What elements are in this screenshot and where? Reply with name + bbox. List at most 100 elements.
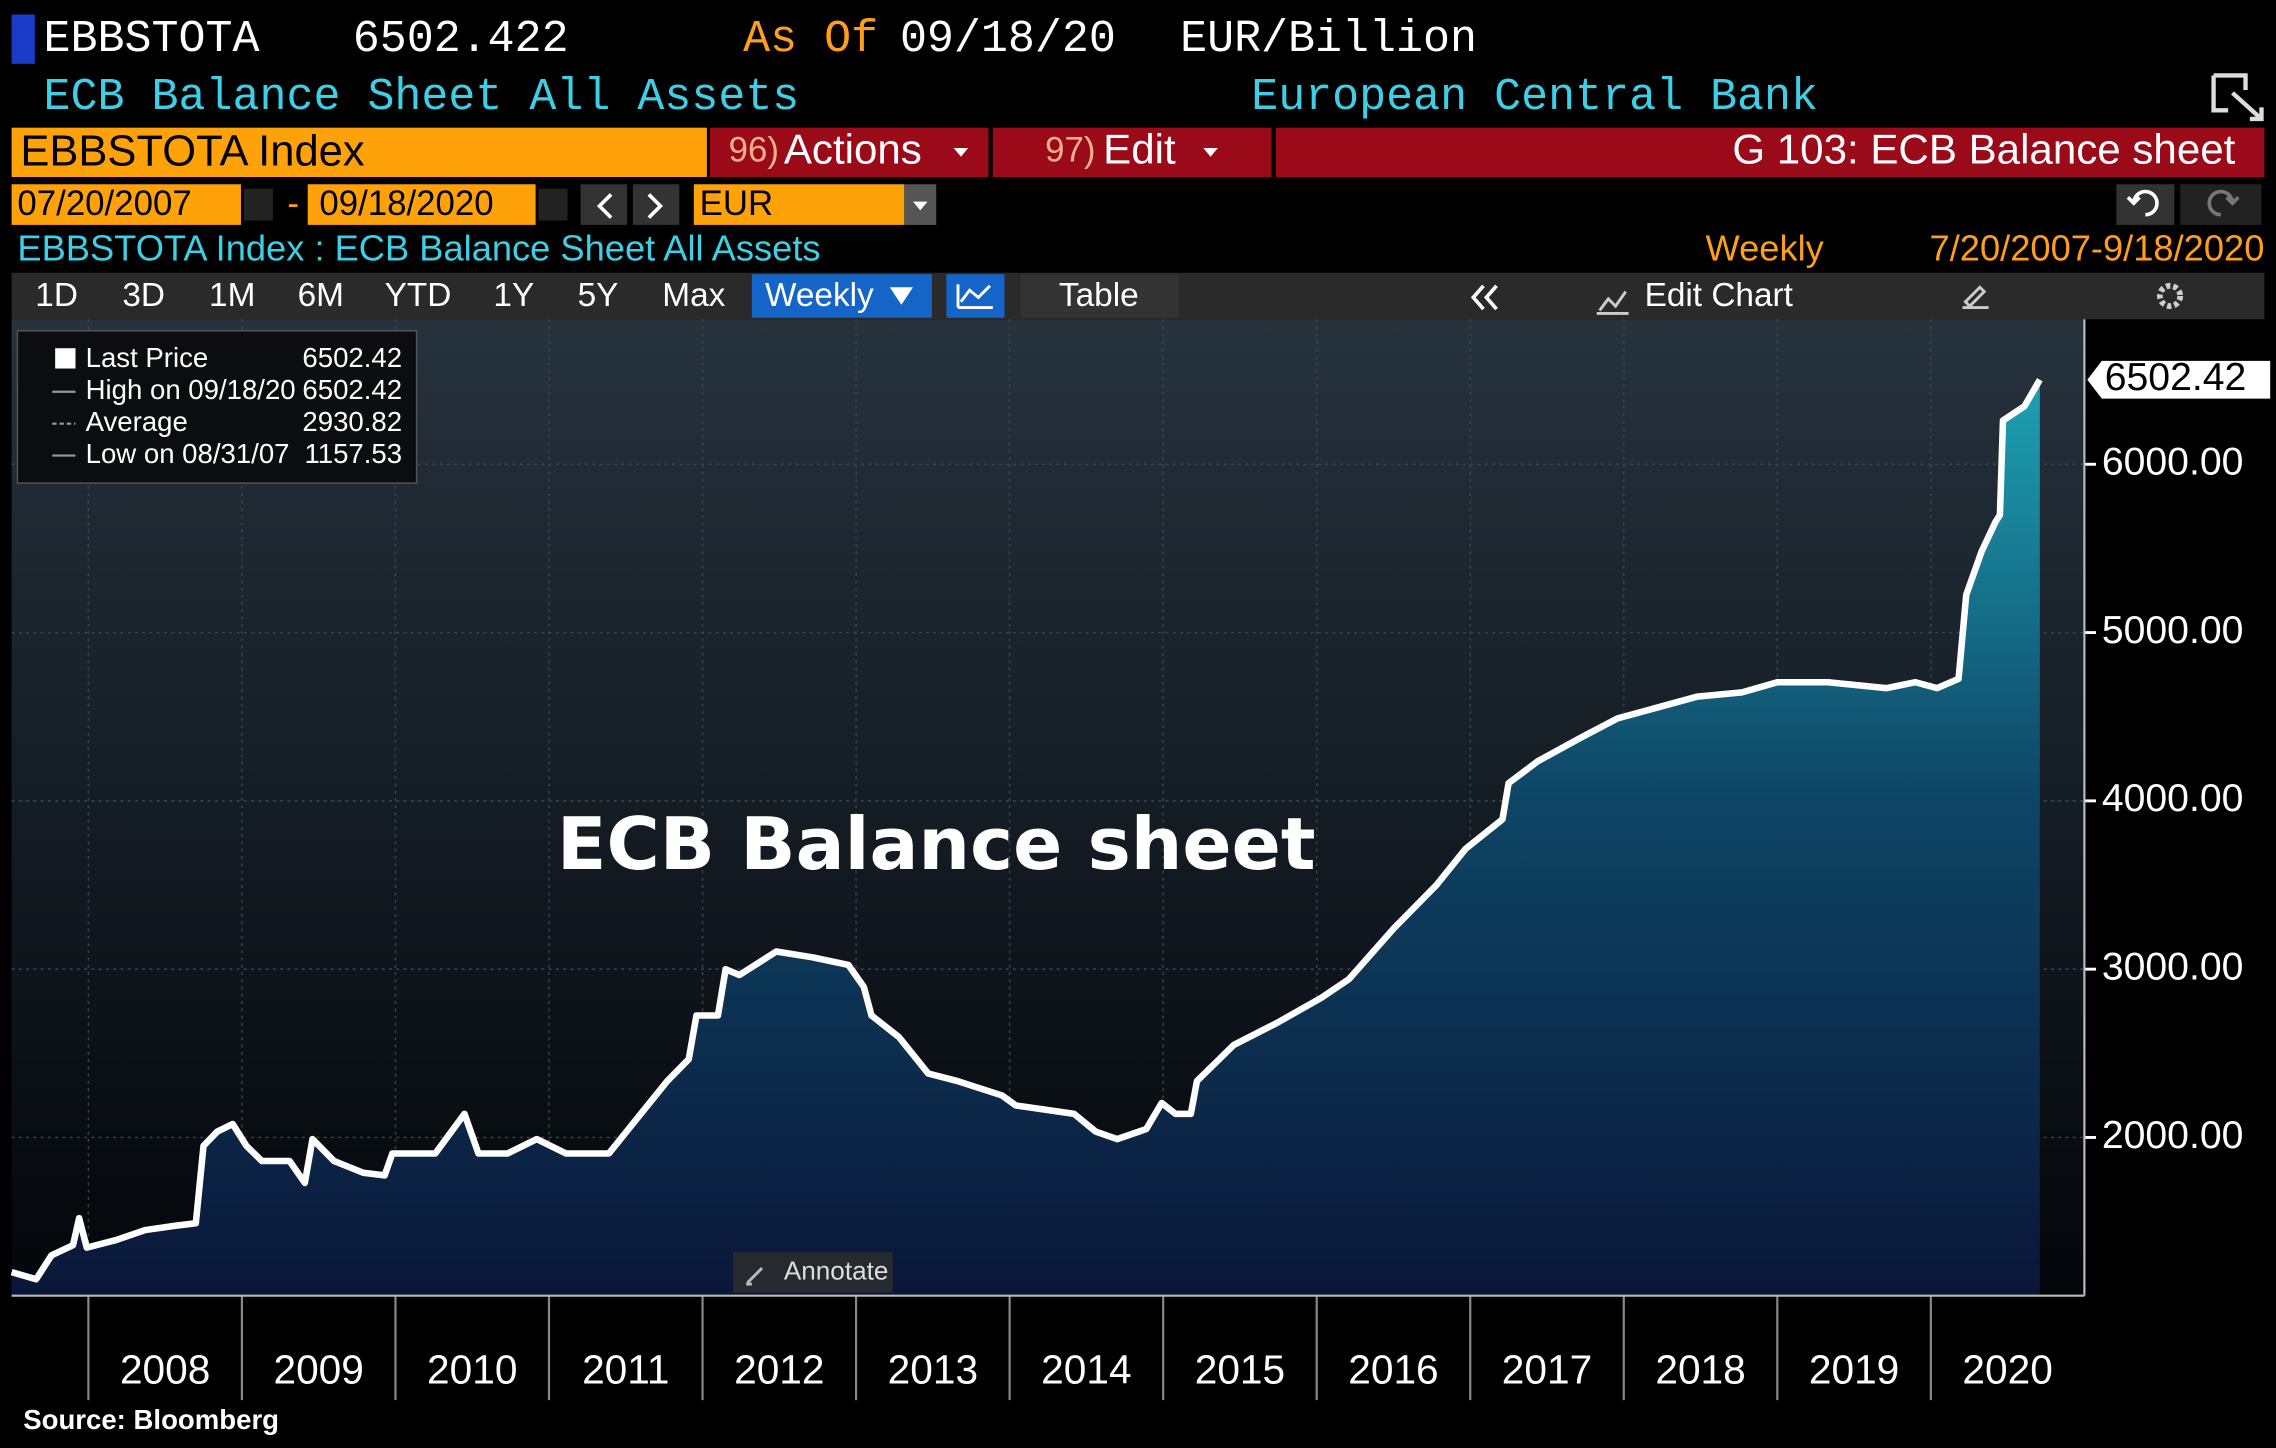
settings-icon[interactable] bbox=[2156, 282, 2184, 310]
chart-type-icon bbox=[956, 284, 993, 310]
currency-field[interactable] bbox=[693, 184, 905, 225]
source: Source: Bloomberg bbox=[23, 1404, 279, 1435]
security-field-text: EBBSTOTA Index bbox=[20, 127, 365, 175]
legend-value: 6502.42 bbox=[302, 374, 402, 405]
frequency-caret bbox=[889, 287, 914, 305]
table-button[interactable] bbox=[1020, 274, 1179, 318]
collapse-icon[interactable] bbox=[1470, 284, 1498, 311]
currency-text: EUR bbox=[700, 184, 774, 223]
period-label[interactable]: Max bbox=[662, 277, 725, 314]
end-cal[interactable] bbox=[538, 188, 568, 221]
period-label[interactable]: 1D bbox=[35, 277, 78, 314]
period-button[interactable] bbox=[374, 275, 462, 317]
edit-chart-label[interactable]: Edit Chart bbox=[1645, 277, 1794, 314]
x-tick-label: 2012 bbox=[734, 1346, 824, 1392]
edit-chart-icon bbox=[1596, 290, 1629, 315]
chart-range: 7/20/2007-9/18/2020 bbox=[1930, 228, 2265, 269]
legend-value: 6502.42 bbox=[302, 342, 402, 373]
legend-label: Last Price bbox=[86, 342, 209, 373]
last-price-label: 6502.42 bbox=[2105, 356, 2247, 399]
period-label[interactable]: YTD bbox=[385, 277, 452, 314]
next-arrow bbox=[647, 193, 664, 219]
dropdown-caret bbox=[1203, 147, 1218, 157]
table-label[interactable]: Table bbox=[1059, 277, 1139, 314]
start-cal[interactable] bbox=[243, 188, 273, 221]
end-date[interactable] bbox=[307, 184, 536, 225]
period-label[interactable]: 1M bbox=[209, 277, 255, 314]
as-of-date: 09/18/20 bbox=[900, 14, 1116, 65]
y-tick-label: 2000.00 bbox=[2102, 1114, 2244, 1157]
annotate-icon[interactable] bbox=[1962, 285, 1989, 310]
period-button[interactable] bbox=[277, 275, 365, 317]
period-label[interactable]: 3D bbox=[122, 277, 165, 314]
period-button[interactable] bbox=[100, 275, 188, 317]
last-price-marker bbox=[2087, 360, 2271, 399]
start-date-text: 07/20/2007 bbox=[17, 184, 191, 223]
x-tick-label: 2018 bbox=[1655, 1346, 1745, 1392]
edit-num: 97) bbox=[1045, 131, 1095, 170]
date-separator: - bbox=[287, 184, 299, 223]
x-tick-label: 2020 bbox=[1962, 1346, 2052, 1392]
line bbox=[10, 378, 2043, 1283]
frequency-label[interactable]: Weekly bbox=[765, 277, 874, 314]
undo-icon bbox=[2126, 189, 2159, 217]
legend-value: 1157.53 bbox=[304, 438, 402, 469]
chart-frequency: Weekly bbox=[1706, 228, 1825, 269]
x-tick-label: 2013 bbox=[888, 1346, 978, 1392]
period-label[interactable]: 6M bbox=[298, 277, 344, 314]
actions-num: 96) bbox=[729, 131, 779, 170]
x-tick-label: 2017 bbox=[1502, 1346, 1592, 1392]
legend-swatch bbox=[55, 348, 76, 369]
annotate-btn-icon bbox=[746, 1267, 764, 1286]
security-field[interactable] bbox=[11, 127, 707, 178]
x-tick-label: 2014 bbox=[1041, 1346, 1131, 1392]
price: 6502.422 bbox=[353, 14, 569, 65]
function-bar bbox=[1275, 127, 2265, 178]
period-button[interactable] bbox=[470, 275, 558, 317]
period-button[interactable] bbox=[13, 275, 101, 317]
ticker-marker bbox=[11, 14, 35, 64]
edit-button[interactable] bbox=[992, 127, 1272, 178]
source-name: European Central Bank bbox=[1251, 72, 1818, 123]
legend-box bbox=[16, 330, 418, 484]
y-tick-label: 3000.00 bbox=[2102, 946, 2244, 989]
next-button[interactable] bbox=[632, 184, 680, 225]
chart-security-title: EBBSTOTA Index : ECB Balance Sheet All A… bbox=[17, 228, 820, 269]
period-button[interactable] bbox=[650, 275, 738, 317]
dropdown-caret bbox=[913, 201, 928, 211]
y-tick-label: 4000.00 bbox=[2102, 777, 2244, 820]
legend-label: High on 09/18/20 bbox=[86, 374, 296, 405]
actions-button[interactable] bbox=[709, 127, 989, 178]
x-tick-label: 2008 bbox=[120, 1346, 210, 1392]
x-tick-label: 2009 bbox=[273, 1346, 363, 1392]
x-tick-label: 2010 bbox=[427, 1346, 517, 1392]
period-button[interactable] bbox=[554, 275, 642, 317]
popout-icon[interactable] bbox=[2211, 73, 2264, 122]
x-tick-label: 2015 bbox=[1195, 1346, 1285, 1392]
actions-label: Actions bbox=[784, 125, 922, 172]
end-date-text: 09/18/2020 bbox=[319, 184, 493, 223]
annotation: ECB Balance sheet bbox=[557, 803, 1316, 887]
period-label[interactable]: 5Y bbox=[578, 277, 619, 314]
y-tick-label: 6000.00 bbox=[2102, 441, 2244, 484]
x-tick-label: 2016 bbox=[1348, 1346, 1438, 1392]
ticker: EBBSTOTA bbox=[44, 14, 260, 65]
redo-icon bbox=[2207, 189, 2240, 217]
prev-arrow bbox=[596, 193, 613, 219]
function-label: G 103: ECB Balance sheet bbox=[1732, 125, 2235, 172]
legend-label: Average bbox=[86, 406, 188, 437]
units: EUR/Billion bbox=[1180, 14, 1477, 65]
legend-label: Low on 08/31/07 bbox=[86, 438, 290, 469]
period-label[interactable]: 1Y bbox=[493, 277, 534, 314]
dropdown-caret bbox=[953, 147, 969, 157]
x-tick-label: 2019 bbox=[1809, 1346, 1899, 1392]
period-button[interactable] bbox=[188, 275, 276, 317]
edit-label: Edit bbox=[1103, 125, 1176, 172]
x-tick-label: 2011 bbox=[582, 1346, 669, 1392]
prev-button[interactable] bbox=[580, 184, 628, 225]
legend-value: 2930.82 bbox=[302, 406, 402, 437]
start-date[interactable] bbox=[11, 184, 241, 225]
annotate-label[interactable]: Annotate bbox=[784, 1255, 889, 1285]
